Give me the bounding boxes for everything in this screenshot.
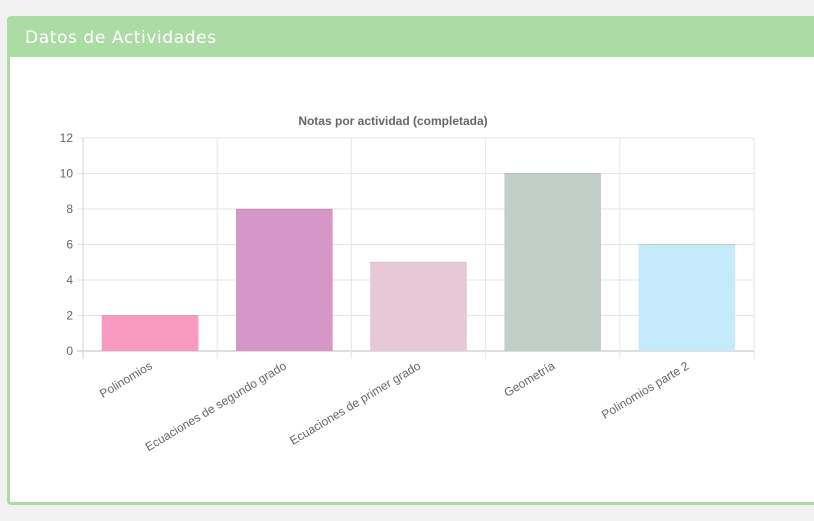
chart-title: Notas por actividad (completada) [298, 114, 487, 128]
x-category-label: Polinomios [97, 359, 155, 401]
y-tick-label: 12 [60, 131, 74, 145]
y-tick-label: 4 [66, 273, 73, 287]
y-tick-label: 10 [60, 167, 74, 181]
panel-title: Datos de Actividades [25, 28, 217, 48]
x-category-label: Ecuaciones de segundo grado [143, 358, 289, 454]
x-category-label: Polinomios parte 2 [599, 358, 692, 421]
y-tick-label: 2 [66, 309, 73, 323]
bar[interactable] [235, 209, 333, 351]
bar[interactable] [370, 262, 467, 351]
panel-header: Datos de Actividades [10, 19, 814, 57]
y-tick-label: 0 [66, 344, 73, 358]
x-category-label: Geometría [501, 358, 557, 399]
x-category-label: Ecuaciones de primer grado [287, 358, 423, 447]
bar[interactable] [638, 244, 736, 352]
y-tick-label: 6 [66, 238, 73, 252]
y-tick-label: 8 [66, 202, 73, 216]
bar[interactable] [504, 173, 602, 352]
bar[interactable] [101, 315, 199, 352]
